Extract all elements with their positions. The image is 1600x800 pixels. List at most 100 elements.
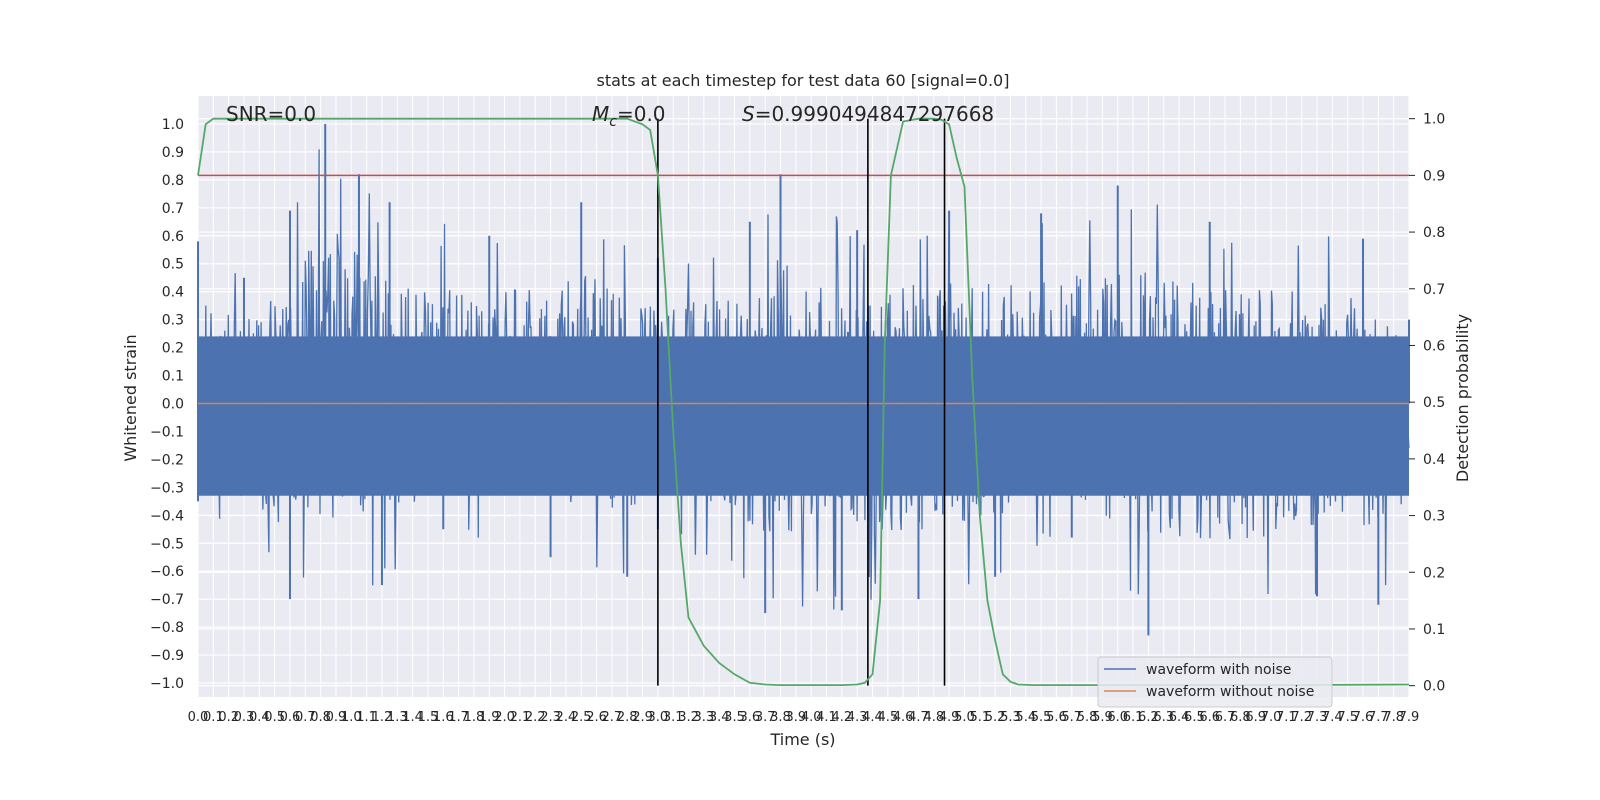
x-tick-label: 5.0	[954, 710, 975, 725]
y-tick-label: −1.0	[150, 676, 184, 692]
x-tick-label: 5.7	[1061, 710, 1082, 725]
x-tick-label: 5.6	[1046, 710, 1067, 725]
y2-tick-label: 1.0	[1423, 112, 1445, 128]
y-tick-label: 0.3	[162, 313, 184, 329]
x-tick-label: 0.6	[280, 710, 301, 725]
x-tick-label: 7.5	[1337, 710, 1358, 725]
y-tick-label: 0.9	[162, 145, 184, 161]
y-tick-label: 1.0	[162, 117, 184, 133]
x-tick-label: 4.4	[862, 710, 883, 725]
x-tick-label: 6.8	[1230, 710, 1251, 725]
y-tick-label: −0.3	[150, 480, 184, 496]
x-tick-label: 1.0	[341, 710, 362, 725]
x-tick-label: 3.5	[724, 710, 745, 725]
y-tick-label: 0.1	[162, 369, 184, 385]
x-tick-label: 0.1	[203, 710, 224, 725]
legend: waveform with noise waveform without noi…	[1097, 656, 1333, 708]
x-tick-label: 7.3	[1307, 710, 1328, 725]
x-tick-label: 2.4	[556, 710, 577, 725]
x-tick-label: 3.0	[648, 710, 669, 725]
y2-ticks: 1.0 0.9 0.8 0.7 0.6 0.5 0.4 0.3 0.2 0.1 0.0	[1409, 112, 1445, 695]
y-tick-label: 0.0	[162, 396, 184, 412]
x-tick-label: 2.6	[586, 710, 607, 725]
y-tick-label: 0.5	[162, 257, 184, 273]
x-tick-label: 4.5	[877, 710, 898, 725]
x-tick-label: 6.9	[1245, 710, 1266, 725]
x-tick-label: 5.2	[985, 710, 1006, 725]
probability-curve	[197, 117, 1410, 686]
y-tick-label: −0.1	[150, 424, 184, 440]
x-tick-label: 4.3	[847, 710, 868, 725]
x-tick-label: 5.3	[1000, 710, 1021, 725]
y-tick-label: −0.7	[150, 592, 184, 608]
y2-tick-label: 0.3	[1423, 509, 1445, 525]
x-tick-label: 1.9	[479, 710, 500, 725]
x-tick-label: 2.1	[510, 710, 531, 725]
x-tick-label: 4.9	[939, 710, 960, 725]
y2-tick-label: 0.7	[1423, 282, 1445, 298]
x-tick-label: 7.2	[1291, 710, 1312, 725]
vertical-lines	[657, 118, 946, 686]
x-tick-label: 0.4	[249, 710, 270, 725]
x-tick-label: 6.5	[1184, 710, 1205, 725]
x-tick-label: 0.3	[234, 710, 255, 725]
x-tick-label: 3.8	[770, 710, 791, 725]
x-tick-label: 7.1	[1276, 710, 1297, 725]
x-tick-label: 5.8	[1077, 710, 1098, 725]
horizontal-lines	[198, 174, 1409, 405]
y-ticks: 1.0 0.9 0.8 0.7 0.6 0.5 0.4 0.3 0.2 0.1 0.0 −0.1 −0.…	[150, 117, 184, 692]
x-tick-label: 6.3	[1153, 710, 1174, 725]
y-tick-label: −0.2	[150, 452, 184, 468]
x-tick-label: 6.6	[1199, 710, 1220, 725]
y2-tick-label: 0.1	[1423, 622, 1445, 638]
x-tick-label: 7.0	[1261, 710, 1282, 725]
x-tick-label: 4.8	[923, 710, 944, 725]
legend-label-clean: waveform without noise	[1146, 684, 1314, 700]
x-tick-label: 7.6	[1353, 710, 1374, 725]
x-tick-label: 3.3	[694, 710, 715, 725]
x-tick-label: 6.4	[1169, 710, 1190, 725]
y-tick-label: −0.6	[150, 564, 184, 580]
y2-tick-label: 0.0	[1423, 679, 1445, 695]
y2-tick-label: 0.9	[1423, 168, 1445, 184]
series-waveform-with-noise	[197, 123, 1410, 636]
x-tick-label: 6.7	[1215, 710, 1236, 725]
mc-annotation: Mc=0.0	[592, 102, 666, 130]
x-tick-label: 1.2	[372, 710, 393, 725]
x-tick-label: 0.5	[264, 710, 285, 725]
chart-title: stats at each timestep for test data 60 …	[597, 71, 1010, 90]
x-tick-label: 1.8	[464, 710, 485, 725]
y-tick-label: −0.9	[150, 648, 184, 664]
y-tick-label: 0.6	[162, 229, 184, 245]
x-tick-label: 5.1	[969, 710, 990, 725]
x-tick-label: 2.8	[617, 710, 638, 725]
legend-box	[1097, 656, 1333, 708]
x-tick-label: 5.9	[1092, 710, 1113, 725]
x-tick-label: 4.1	[816, 710, 837, 725]
y2-tick-label: 0.6	[1423, 338, 1445, 354]
noise-trace	[197, 149, 1410, 610]
s-annotation: S=0.9990494847297668	[742, 102, 994, 126]
y-tick-label: −0.4	[150, 508, 184, 524]
x-tick-label: 0.2	[218, 710, 239, 725]
y-axis-label: Whitened strain	[121, 334, 140, 461]
series-detection-probability	[197, 117, 1410, 686]
y2-tick-label: 0.2	[1423, 565, 1445, 581]
x-tick-label: 2.5	[571, 710, 592, 725]
x-tick-label: 7.8	[1383, 710, 1404, 725]
x-tick-label: 1.6	[433, 710, 454, 725]
x-tick-label: 3.6	[740, 710, 761, 725]
x-tick-label: 4.6	[893, 710, 914, 725]
x-tick-label: 2.7	[602, 710, 623, 725]
x-tick-label: 2.9	[632, 710, 653, 725]
x-axis-label: Time (s)	[769, 730, 835, 749]
x-tick-label: 1.4	[402, 710, 423, 725]
x-tick-label: 0.8	[310, 710, 331, 725]
x-tick-label: 1.7	[448, 710, 469, 725]
x-tick-label: 7.4	[1322, 710, 1343, 725]
x-tick-label: 5.4	[1015, 710, 1036, 725]
y2-tick-label: 0.4	[1423, 452, 1445, 468]
x-tick-label: 0.7	[295, 710, 316, 725]
x-tick-label: 0.9	[326, 710, 347, 725]
